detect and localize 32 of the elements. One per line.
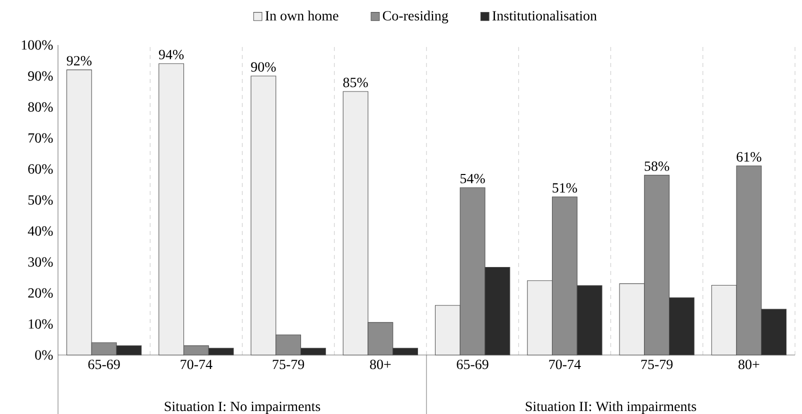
x-tick-label: 65-69 xyxy=(88,360,120,370)
text: Situation I: No impairments xyxy=(164,402,320,414)
x-tick-label: 80+ xyxy=(370,360,391,370)
y-tick-label: 70% xyxy=(28,133,53,143)
data-label: 92% xyxy=(66,56,92,66)
data-label: 54% xyxy=(460,174,485,184)
data-label: 85% xyxy=(343,78,368,88)
x-tick-label: 70-74 xyxy=(180,360,212,370)
legend-label: In own home xyxy=(265,10,338,20)
x-tick-label: 80+ xyxy=(738,360,760,370)
y-tick-label: 0% xyxy=(35,350,53,360)
y-tick-label: 20% xyxy=(28,288,53,298)
legend-label: Co-residing xyxy=(382,10,448,24)
legend-label: Institutionalisation xyxy=(492,10,597,20)
text: Situation II: With impairments xyxy=(526,401,696,414)
data-label: 58% xyxy=(644,161,670,171)
x-tick-label: 70-74 xyxy=(549,360,581,370)
y-tick-label: 80% xyxy=(28,102,53,112)
data-label: 51% xyxy=(552,183,578,193)
y-tick-label: 50% xyxy=(28,195,53,205)
x-tick-label: 75-79 xyxy=(272,360,304,370)
y-tick-label: 10% xyxy=(28,319,53,329)
y-tick-label: 60% xyxy=(28,164,53,174)
data-label: 90% xyxy=(251,62,276,72)
y-tick-label: 30% xyxy=(28,257,53,267)
data-label: 61% xyxy=(736,152,762,162)
data-label: 94% xyxy=(158,50,184,60)
y-tick-label: 90% xyxy=(28,71,53,81)
y-tick-label: 40% xyxy=(28,226,53,236)
x-tick-label: 65-69 xyxy=(456,360,488,370)
y-tick-label: 100% xyxy=(22,40,53,50)
x-tick-label: 75-79 xyxy=(641,360,673,370)
